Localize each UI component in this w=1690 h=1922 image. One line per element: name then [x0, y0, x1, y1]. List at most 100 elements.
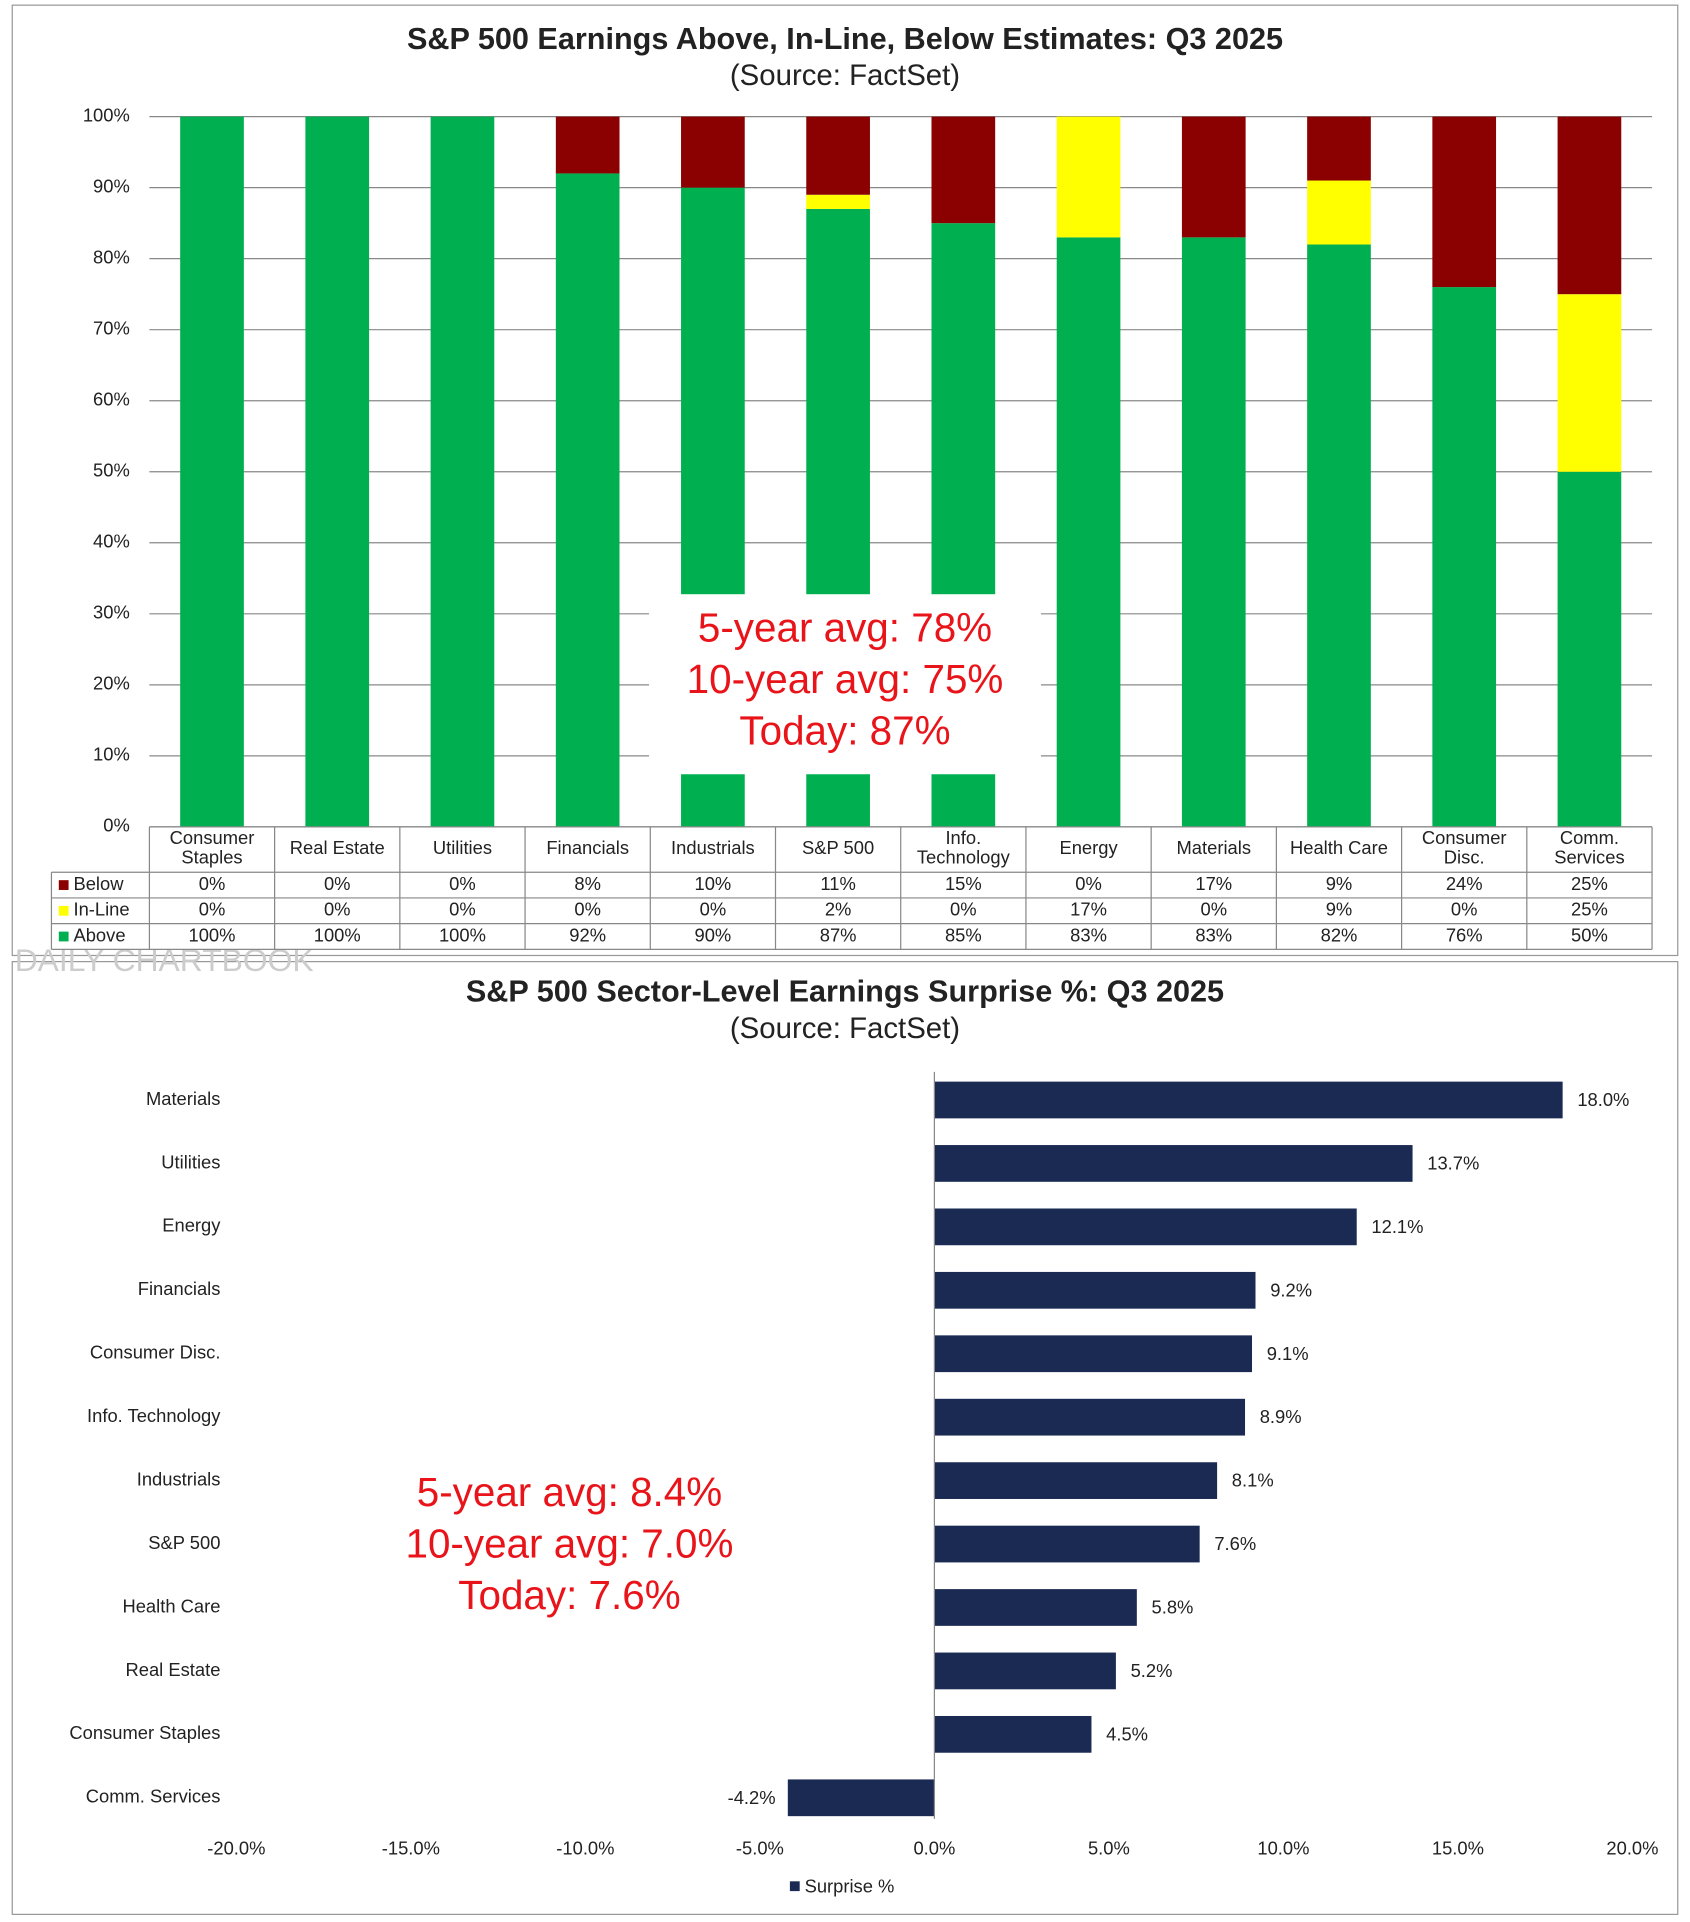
- x-tick-label: Consumer Disc.: [1422, 827, 1507, 868]
- x-tick-label: 0.0%: [913, 1837, 955, 1858]
- value-label: 7.6%: [1214, 1533, 1256, 1554]
- table-cell: 0%: [1200, 899, 1227, 920]
- x-tick-label: -15.0%: [382, 1837, 440, 1858]
- value-label: 4.5%: [1106, 1723, 1148, 1744]
- table-cell: 0%: [199, 899, 226, 920]
- annotation: 10-year avg: 7.0%: [405, 1521, 733, 1567]
- chart-subtitle: (Source: FactSet): [730, 59, 960, 92]
- y-tick-label: 50%: [93, 460, 130, 481]
- bar: [934, 1145, 1413, 1182]
- bar: [934, 1271, 1256, 1309]
- bar-segment: [555, 173, 620, 827]
- bar-segment: [1307, 244, 1371, 827]
- table-cell: 0%: [449, 873, 476, 894]
- y-tick-label: 20%: [93, 673, 130, 694]
- bar-segment: [430, 116, 495, 827]
- table-cell: 24%: [1446, 873, 1483, 894]
- y-tick-label: S&P 500: [148, 1532, 220, 1553]
- annotation: 5-year avg: 78%: [698, 605, 992, 651]
- table-cell: 15%: [945, 873, 982, 894]
- chart-subtitle: (Source: FactSet): [730, 1012, 960, 1045]
- x-tick-label: -10.0%: [556, 1837, 614, 1858]
- legend-label: Surprise %: [805, 1875, 895, 1896]
- table-cell: 0%: [1075, 873, 1102, 894]
- table-cell: 92%: [569, 924, 606, 945]
- bar-segment: [806, 194, 870, 209]
- value-label: 9.2%: [1270, 1279, 1312, 1300]
- y-tick-label: Energy: [162, 1215, 221, 1236]
- table-cell: 0%: [199, 873, 226, 894]
- y-tick-label: Industrials: [137, 1468, 221, 1489]
- table-cell: 87%: [820, 924, 857, 945]
- watermark: DAILY CHARTBOOK: [15, 942, 314, 978]
- chart-frame: [11, 961, 1679, 1915]
- legend-swatch: [58, 905, 69, 916]
- legend-label: Above: [73, 924, 125, 945]
- bar-segment: [305, 116, 370, 827]
- x-tick-label: Info. Technology: [917, 827, 1011, 868]
- y-tick-label: 90%: [93, 175, 130, 196]
- annotation: Today: 7.6%: [458, 1572, 680, 1618]
- y-tick-label: Real Estate: [126, 1659, 221, 1680]
- legend-label: Below: [73, 873, 124, 894]
- bar-segment: [1432, 116, 1497, 288]
- value-label: 5.8%: [1152, 1597, 1194, 1618]
- bar: [934, 1462, 1218, 1499]
- bar-segment: [1557, 116, 1622, 295]
- y-tick-label: 100%: [83, 104, 130, 125]
- table-cell: 50%: [1571, 924, 1608, 945]
- table-cell: 100%: [439, 924, 486, 945]
- legend-swatch: [58, 880, 69, 890]
- y-tick-label: Info. Technology: [87, 1405, 221, 1426]
- table-cell: 8%: [574, 873, 601, 894]
- y-tick-label: 60%: [93, 389, 130, 410]
- x-tick-label: 10.0%: [1257, 1837, 1309, 1858]
- x-tick-label: Industrials: [671, 837, 755, 858]
- y-tick-label: Financials: [138, 1278, 221, 1299]
- bar-segment: [1432, 287, 1497, 827]
- bar-segment: [1181, 116, 1246, 238]
- bar: [934, 1335, 1253, 1373]
- table-cell: 17%: [1070, 899, 1107, 920]
- value-label: 13.7%: [1427, 1153, 1479, 1174]
- value-label: 8.1%: [1232, 1470, 1274, 1491]
- bar-segment: [180, 116, 244, 827]
- y-tick-label: Utilities: [161, 1151, 220, 1172]
- value-label: 8.9%: [1260, 1406, 1302, 1427]
- annotation: 10-year avg: 75%: [687, 656, 1004, 702]
- value-label: 12.1%: [1371, 1216, 1423, 1237]
- x-tick-label: Financials: [546, 837, 629, 858]
- y-tick-label: 0%: [103, 815, 130, 836]
- y-tick-label: 10%: [93, 744, 130, 765]
- chart-title: S&P 500 Sector-Level Earnings Surprise %…: [466, 975, 1224, 1009]
- table-cell: 0%: [324, 873, 351, 894]
- table-cell: 10%: [695, 873, 732, 894]
- x-tick-label: Real Estate: [290, 837, 385, 858]
- x-tick-label: 5.0%: [1088, 1837, 1130, 1858]
- y-tick-label: Consumer Disc.: [90, 1342, 221, 1363]
- table-cell: 9%: [1326, 873, 1353, 894]
- y-tick-label: Comm. Services: [86, 1786, 221, 1807]
- table-cell: 85%: [945, 924, 982, 945]
- x-tick-label: Utilities: [433, 837, 492, 858]
- table-cell: 9%: [1326, 899, 1353, 920]
- bar: [934, 1398, 1246, 1436]
- annotation: 5-year avg: 8.4%: [417, 1469, 722, 1515]
- table-cell: 2%: [825, 899, 852, 920]
- bar-segment: [1181, 237, 1246, 827]
- bar-segment: [1557, 471, 1622, 827]
- bar: [934, 1081, 1563, 1119]
- annotation-box: [649, 594, 1041, 775]
- table-cell: 25%: [1571, 899, 1608, 920]
- y-tick-label: 30%: [93, 602, 130, 623]
- legend-swatch: [789, 1881, 800, 1892]
- y-tick-label: Consumer Staples: [69, 1722, 220, 1743]
- x-tick-label: Comm. Services: [1554, 827, 1624, 868]
- value-label: 5.2%: [1131, 1660, 1173, 1681]
- legend-swatch: [58, 931, 69, 942]
- table-cell: 17%: [1195, 873, 1232, 894]
- value-label: -4.2%: [728, 1787, 776, 1808]
- table-cell: 83%: [1195, 924, 1232, 945]
- table-cell: 0%: [950, 899, 977, 920]
